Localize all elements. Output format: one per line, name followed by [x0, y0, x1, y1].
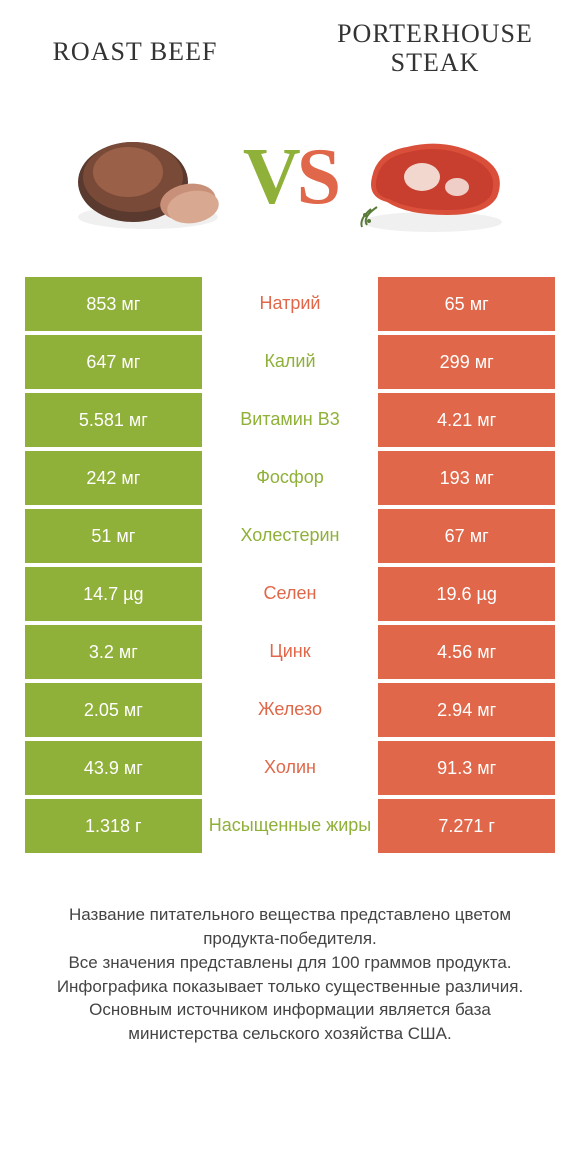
- nutrient-label: Железо: [202, 689, 379, 731]
- right-value: 193 мг: [378, 451, 555, 505]
- footer-line: Название питательного вещества представл…: [35, 903, 545, 951]
- vs-label: VS: [243, 132, 337, 223]
- left-value: 14.7 µg: [25, 567, 202, 621]
- nutrient-label: Селен: [202, 573, 379, 615]
- vs-v: V: [243, 133, 297, 221]
- table-row: 43.9 мгХолин91.3 мг: [25, 741, 555, 795]
- right-value: 65 мг: [378, 277, 555, 331]
- footer-notes: Название питательного вещества представл…: [25, 903, 555, 1046]
- right-product-image: [347, 107, 517, 247]
- table-row: 647 мгКалий299 мг: [25, 335, 555, 389]
- nutrient-label: Калий: [202, 341, 379, 383]
- header-titles: Roast Beef Porterhouse Steak: [25, 20, 555, 77]
- right-title-line2: Steak: [391, 48, 480, 77]
- nutrient-label: Фосфор: [202, 457, 379, 499]
- comparison-table: 853 мгНатрий65 мг647 мгКалий299 мг5.581 …: [25, 277, 555, 853]
- right-value: 4.56 мг: [378, 625, 555, 679]
- left-value: 242 мг: [25, 451, 202, 505]
- nutrient-label: Холестерин: [202, 515, 379, 557]
- right-value: 7.271 г: [378, 799, 555, 853]
- right-value: 67 мг: [378, 509, 555, 563]
- left-value: 3.2 мг: [25, 625, 202, 679]
- nutrient-label: Натрий: [202, 283, 379, 325]
- table-row: 242 мгФосфор193 мг: [25, 451, 555, 505]
- table-row: 14.7 µgСелен19.6 µg: [25, 567, 555, 621]
- footer-line: Инфографика показывает только существенн…: [35, 975, 545, 999]
- table-row: 5.581 мгВитамин B34.21 мг: [25, 393, 555, 447]
- table-row: 51 мгХолестерин67 мг: [25, 509, 555, 563]
- table-row: 1.318 гНасыщенные жиры7.271 г: [25, 799, 555, 853]
- footer-line: Основным источником информации является …: [35, 998, 545, 1046]
- right-value: 299 мг: [378, 335, 555, 389]
- right-product-title: Porterhouse Steak: [325, 20, 545, 77]
- left-value: 51 мг: [25, 509, 202, 563]
- left-value: 5.581 мг: [25, 393, 202, 447]
- right-value: 91.3 мг: [378, 741, 555, 795]
- right-value: 2.94 мг: [378, 683, 555, 737]
- right-title-line1: Porterhouse: [337, 19, 533, 48]
- footer-line: Все значения представлены для 100 граммо…: [35, 951, 545, 975]
- left-value: 1.318 г: [25, 799, 202, 853]
- left-value: 2.05 мг: [25, 683, 202, 737]
- nutrient-label: Холин: [202, 747, 379, 789]
- left-value: 853 мг: [25, 277, 202, 331]
- vs-row: VS: [25, 107, 555, 247]
- left-product-image: [63, 107, 233, 247]
- left-value: 647 мг: [25, 335, 202, 389]
- table-row: 2.05 мгЖелезо2.94 мг: [25, 683, 555, 737]
- nutrient-label: Цинк: [202, 631, 379, 673]
- right-value: 4.21 мг: [378, 393, 555, 447]
- vs-s: S: [297, 133, 338, 221]
- left-product-title: Roast Beef: [35, 20, 235, 67]
- right-value: 19.6 µg: [378, 567, 555, 621]
- nutrient-label: Насыщенные жиры: [202, 805, 379, 847]
- nutrient-label: Витамин B3: [202, 399, 379, 441]
- table-row: 3.2 мгЦинк4.56 мг: [25, 625, 555, 679]
- table-row: 853 мгНатрий65 мг: [25, 277, 555, 331]
- left-value: 43.9 мг: [25, 741, 202, 795]
